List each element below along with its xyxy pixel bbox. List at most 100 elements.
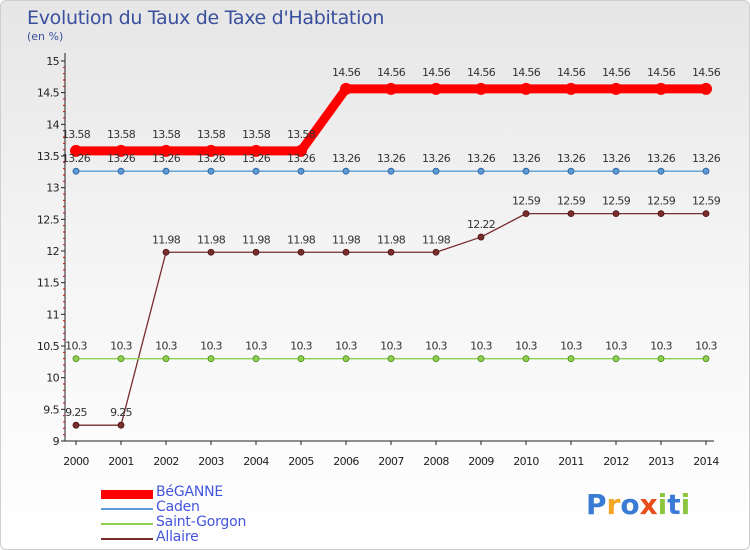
legend-swatch [101, 508, 153, 510]
data-point [565, 82, 577, 95]
data-label: 14.56 [557, 66, 586, 79]
data-point [162, 167, 170, 175]
data-point [702, 210, 710, 218]
y-tick-label: 12.5 [37, 213, 60, 226]
data-label: 14.56 [467, 66, 496, 79]
data-label: 10.3 [200, 340, 222, 353]
data-point [250, 144, 262, 157]
data-label: 14.56 [647, 66, 676, 79]
data-label: 13.58 [152, 128, 181, 141]
data-point [297, 167, 305, 175]
data-point [117, 167, 125, 175]
data-label: 10.3 [470, 340, 492, 353]
data-point [612, 167, 620, 175]
legend-label: Saint-Gorgon [156, 514, 247, 530]
data-label: 13.58 [107, 128, 136, 141]
logo-letter: P [586, 488, 607, 521]
data-point [522, 210, 530, 218]
data-label: 13.58 [287, 128, 316, 141]
legend-label: BéGANNE [156, 484, 224, 500]
y-tick-label: 9 [53, 435, 60, 448]
legend-swatch [101, 523, 153, 525]
data-point [657, 210, 665, 218]
y-tick-label: 11 [46, 308, 59, 321]
logo-letter: i [657, 488, 668, 521]
data-label: 11.98 [377, 233, 406, 246]
data-point [477, 167, 485, 175]
data-point [72, 167, 80, 175]
data-label: 13.26 [377, 152, 406, 165]
legend-swatch [101, 490, 153, 499]
data-label: 11.98 [287, 233, 316, 246]
data-label: 10.3 [335, 340, 357, 353]
series-line-0 [71, 84, 711, 156]
logo-letter: i [680, 488, 691, 521]
logo-letter: t [667, 488, 681, 521]
data-label: 13.26 [692, 152, 721, 165]
data-label: 10.3 [290, 340, 312, 353]
data-label: 10.3 [560, 340, 582, 353]
data-point [342, 355, 350, 363]
x-tick-label: 2012 [603, 455, 629, 468]
logo-letter: o [620, 488, 640, 521]
x-tick-label: 2014 [693, 455, 719, 468]
proxiti-logo[interactable]: Proxiti [586, 488, 690, 521]
data-label: 13.26 [197, 152, 226, 165]
logo-letter: r [606, 488, 621, 521]
data-label: 13.58 [197, 128, 226, 141]
data-point [342, 248, 350, 256]
data-point [252, 248, 260, 256]
data-label: 11.98 [422, 233, 451, 246]
data-point [612, 210, 620, 218]
data-label: 13.26 [557, 152, 586, 165]
data-label: 14.56 [422, 66, 451, 79]
y-tick-label: 9.5 [43, 403, 59, 416]
x-tick-label: 2013 [648, 455, 674, 468]
data-label: 10.3 [650, 340, 672, 353]
data-point [477, 233, 485, 241]
data-label: 10.3 [245, 340, 267, 353]
x-tick-label: 2007 [378, 455, 404, 468]
data-label: 13.58 [62, 128, 91, 141]
x-tick-label: 2005 [288, 455, 314, 468]
data-point [475, 82, 487, 95]
y-tick-label: 11.5 [37, 277, 60, 290]
data-point [520, 82, 532, 95]
data-label: 14.56 [377, 66, 406, 79]
data-label: 9.25 [110, 406, 132, 419]
legend-swatch [101, 538, 153, 540]
data-label: 10.3 [110, 340, 132, 353]
x-tick-label: 2006 [333, 455, 359, 468]
data-label: 10.3 [155, 340, 177, 353]
data-point [567, 210, 575, 218]
data-point [655, 82, 667, 95]
data-label: 10.3 [695, 340, 717, 353]
data-label: 13.26 [62, 152, 91, 165]
data-label: 11.98 [197, 233, 226, 246]
y-tick-label: 10.5 [37, 340, 60, 353]
x-tick-label: 2004 [243, 455, 269, 468]
data-point [297, 355, 305, 363]
chart-title: Evolution du Taux de Taxe d'Habitation [27, 7, 385, 29]
chart-subtitle: (en %) [27, 30, 64, 43]
data-label: 11.98 [242, 233, 271, 246]
x-tick-label: 2003 [198, 455, 224, 468]
data-point [657, 355, 665, 363]
data-point [432, 248, 440, 256]
data-label: 13.26 [512, 152, 541, 165]
data-point [430, 82, 442, 95]
y-tick-label: 14 [46, 118, 59, 131]
x-tick-label: 2001 [108, 455, 134, 468]
data-label: 13.26 [422, 152, 451, 165]
x-tick-label: 2008 [423, 455, 449, 468]
data-label: 13.26 [602, 152, 631, 165]
data-point [702, 167, 710, 175]
data-point [522, 355, 530, 363]
data-point [160, 144, 172, 157]
data-point [162, 248, 170, 256]
x-tick-label: 2009 [468, 455, 494, 468]
data-point [117, 421, 125, 429]
data-point [252, 167, 260, 175]
data-point [295, 144, 307, 157]
